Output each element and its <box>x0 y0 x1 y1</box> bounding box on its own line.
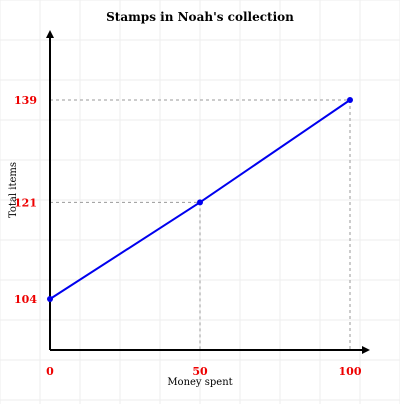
x-tick-label: 100 <box>339 365 362 378</box>
axes <box>46 30 370 354</box>
tick-labels: 0 50 100 104 121 139 <box>14 94 362 378</box>
y-tick-label: 139 <box>14 94 37 107</box>
y-tick-label: 121 <box>14 196 37 209</box>
y-axis-arrowhead <box>46 30 54 38</box>
x-tick-label: 50 <box>192 365 208 378</box>
y-axis-label: Total items <box>8 162 19 218</box>
x-axis-label: Money spent <box>167 377 232 388</box>
x-tick-label: 0 <box>46 365 54 378</box>
y-tick-label: 104 <box>14 293 37 306</box>
x-axis-arrowhead <box>362 346 370 354</box>
data-point <box>347 97 353 103</box>
data-point <box>197 199 203 206</box>
series <box>47 97 353 302</box>
data-point <box>47 296 53 302</box>
chart-title: Stamps in Noah's collection <box>106 10 294 24</box>
